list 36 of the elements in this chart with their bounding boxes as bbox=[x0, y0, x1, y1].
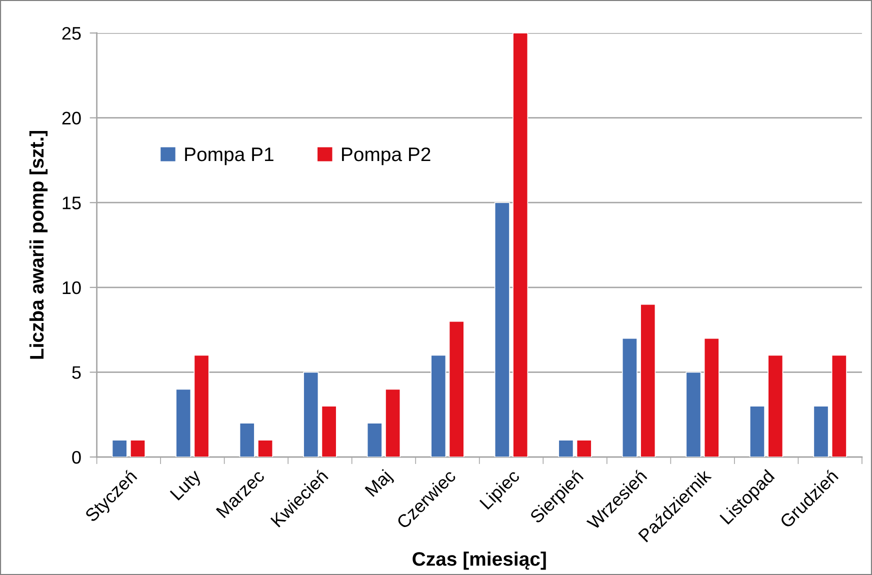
bar bbox=[704, 338, 720, 458]
legend-label: Pompa P1 bbox=[185, 148, 274, 166]
bar bbox=[622, 338, 638, 458]
y-tick-label: 25 bbox=[62, 26, 81, 40]
y-tick-label: 0 bbox=[72, 450, 81, 464]
bar bbox=[749, 406, 765, 458]
bar bbox=[321, 406, 337, 458]
bar bbox=[512, 33, 528, 458]
bar bbox=[303, 372, 319, 458]
bar bbox=[831, 354, 847, 458]
bar bbox=[194, 354, 210, 458]
bar bbox=[385, 388, 401, 458]
bar bbox=[448, 320, 464, 458]
bar bbox=[576, 440, 592, 458]
bar bbox=[130, 440, 146, 458]
bar bbox=[768, 354, 784, 458]
bar bbox=[686, 372, 702, 458]
y-tick-label: 5 bbox=[72, 366, 81, 379]
bar bbox=[176, 388, 192, 458]
x-tick-label: Maj bbox=[364, 468, 395, 500]
y-tick-label: 10 bbox=[62, 281, 81, 294]
bar bbox=[258, 440, 274, 458]
bar bbox=[366, 422, 382, 458]
x-tick-label: Luty bbox=[170, 468, 204, 504]
bar bbox=[494, 202, 510, 458]
y-tick-label: 20 bbox=[62, 112, 81, 125]
bar bbox=[112, 440, 128, 458]
bar bbox=[558, 440, 574, 458]
bar bbox=[813, 406, 829, 458]
legend-label: Pompa P2 bbox=[342, 147, 430, 166]
y-axis-title: Liczba awarii pomp [szt.] bbox=[29, 131, 48, 359]
bar bbox=[239, 422, 255, 458]
bar bbox=[640, 304, 656, 458]
y-tick-label: 15 bbox=[62, 196, 81, 210]
x-axis-title: Czas [miesiąc] bbox=[412, 552, 546, 570]
bar bbox=[430, 354, 446, 458]
